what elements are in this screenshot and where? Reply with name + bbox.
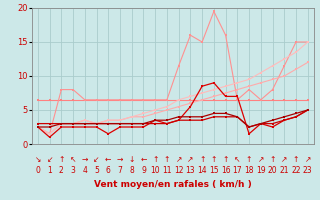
Text: 17: 17 [233,166,242,175]
Text: 11: 11 [162,166,172,175]
Text: ↖: ↖ [234,155,241,164]
Text: 20: 20 [268,166,277,175]
Text: 14: 14 [197,166,207,175]
Text: 22: 22 [291,166,301,175]
Text: ↑: ↑ [58,155,65,164]
Text: 19: 19 [256,166,266,175]
Text: →: → [117,155,123,164]
Text: ↙: ↙ [93,155,100,164]
Text: ←: ← [140,155,147,164]
Text: ↑: ↑ [152,155,158,164]
Text: 18: 18 [244,166,254,175]
Text: ↗: ↗ [187,155,194,164]
Text: 6: 6 [106,166,111,175]
Text: Vent moyen/en rafales ( km/h ): Vent moyen/en rafales ( km/h ) [94,180,252,189]
Text: ↓: ↓ [129,155,135,164]
Text: 13: 13 [186,166,195,175]
Text: ↑: ↑ [246,155,252,164]
Text: ←: ← [105,155,111,164]
Text: ↑: ↑ [211,155,217,164]
Text: 2: 2 [59,166,64,175]
Text: ↗: ↗ [305,155,311,164]
Text: 7: 7 [117,166,123,175]
Text: ↑: ↑ [222,155,229,164]
Text: 9: 9 [141,166,146,175]
Text: ↙: ↙ [46,155,53,164]
Text: 16: 16 [221,166,230,175]
Text: 23: 23 [303,166,313,175]
Text: ↗: ↗ [175,155,182,164]
Text: 0: 0 [36,166,40,175]
Text: 10: 10 [150,166,160,175]
Text: ↗: ↗ [258,155,264,164]
Text: ↑: ↑ [269,155,276,164]
Text: 4: 4 [82,166,87,175]
Text: ↑: ↑ [164,155,170,164]
Text: 21: 21 [279,166,289,175]
Text: 3: 3 [71,166,76,175]
Text: ↑: ↑ [293,155,299,164]
Text: →: → [82,155,88,164]
Text: ↘: ↘ [35,155,41,164]
Text: ↑: ↑ [199,155,205,164]
Text: 5: 5 [94,166,99,175]
Text: 15: 15 [209,166,219,175]
Text: ↖: ↖ [70,155,76,164]
Text: 8: 8 [129,166,134,175]
Text: 1: 1 [47,166,52,175]
Text: 12: 12 [174,166,183,175]
Text: ↗: ↗ [281,155,287,164]
